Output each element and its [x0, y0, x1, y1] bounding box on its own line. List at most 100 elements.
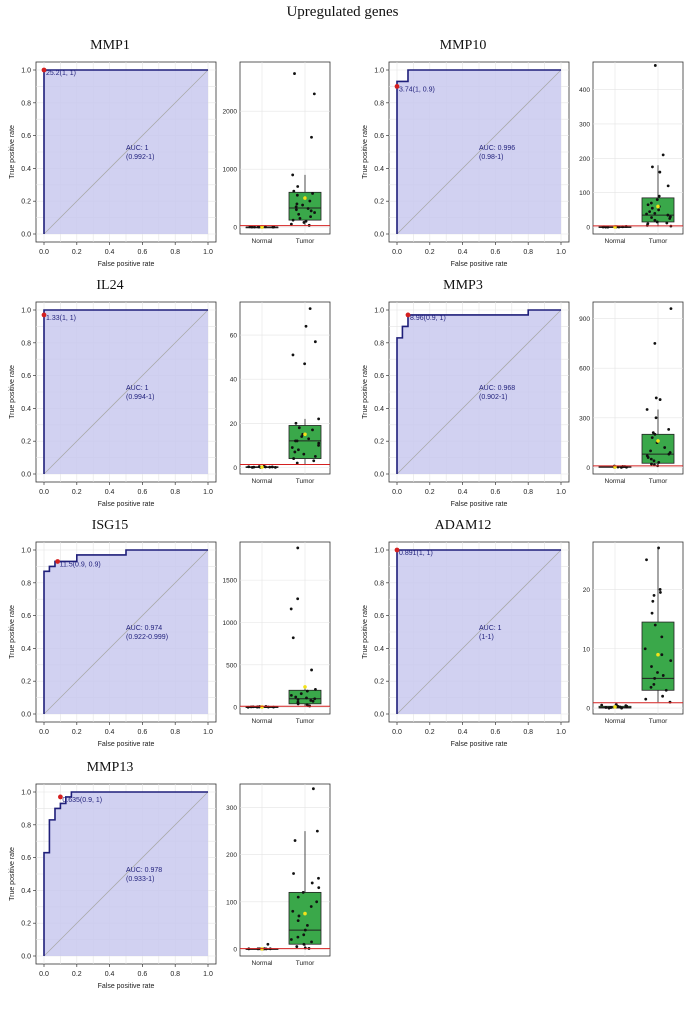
roc-curve [43, 549, 208, 714]
data-point [650, 462, 653, 466]
x-tick-label: 0.4 [105, 249, 115, 256]
data-point [291, 636, 295, 640]
x-axis-label: False positive rate [98, 501, 155, 508]
y-tick-label: 0.8 [21, 580, 31, 587]
y-tick-label: 0.8 [374, 100, 384, 107]
gene-title: ADAM12 [434, 518, 492, 533]
data-point [644, 697, 648, 701]
data-point [294, 439, 297, 443]
x-axis-label: False positive rate [451, 501, 508, 508]
data-point [653, 677, 657, 680]
box-y-tick-label: 300 [226, 805, 237, 812]
box-y-tick-label: 40 [230, 377, 238, 384]
data-point [308, 199, 312, 203]
gene-chart: 0.0 0.0 0.2 0.2 0.4 0.4 0.6 0.6 0.8 0.8 1.0 1.0 Fals… [9, 783, 331, 990]
data-point [296, 185, 300, 188]
data-point [289, 607, 293, 611]
data-point [301, 890, 305, 894]
auc-label: AUC: 0.996 [479, 145, 515, 152]
y-tick-label: 1.0 [374, 308, 384, 315]
data-point [310, 881, 314, 885]
x-tick-label: 0.6 [491, 249, 501, 256]
data-point [315, 829, 319, 833]
x-tick-label: 0.8 [170, 489, 180, 496]
diagonal-reference [43, 69, 209, 235]
data-point [668, 217, 672, 220]
cutoff-label: 0.891(1, 1) [399, 550, 433, 557]
data-point [292, 189, 296, 193]
y-tick-label: 0.2 [21, 439, 31, 446]
y-axis-label: True positive rate [362, 605, 369, 659]
auc-ci-label: (0.98-1) [479, 154, 504, 161]
data-point [303, 362, 307, 366]
data-point [650, 665, 653, 668]
y-axis-label: True positive rate [9, 365, 16, 419]
y-axis-label: True positive rate [9, 605, 16, 659]
box-y-tick-label: 900 [579, 316, 590, 323]
x-tick-label: 0.2 [72, 249, 82, 256]
data-point [666, 213, 670, 217]
data-point [313, 211, 316, 214]
box-y-tick-label: 0 [233, 465, 237, 472]
mean-marker [303, 685, 307, 689]
data-point [297, 914, 301, 918]
box-y-tick-label: 2000 [223, 109, 238, 116]
y-tick-label: 1.0 [21, 308, 31, 315]
data-point [658, 398, 662, 401]
gene-panel: ADAM12 0.0 0.0 0.2 0.2 0.4 0.4 0.6 0.6 0.8 0.8 1.0… [353, 518, 685, 768]
data-point [300, 435, 304, 438]
data-point [293, 72, 296, 75]
data-point [606, 225, 610, 229]
auc-label: AUC: 0.968 [479, 385, 515, 392]
auc-label: AUC: 0.974 [126, 625, 162, 632]
data-point [650, 436, 654, 440]
data-point [310, 668, 313, 672]
auc-ci-label: (0.922-0.999) [126, 634, 168, 641]
x-axis-label: False positive rate [451, 741, 508, 748]
data-point [646, 456, 650, 459]
data-point [661, 674, 665, 677]
mean-marker [656, 204, 660, 209]
data-point [661, 153, 665, 157]
x-tick-label: 0.8 [523, 249, 533, 256]
data-point [663, 446, 667, 449]
data-point [309, 215, 312, 219]
data-point [296, 698, 300, 701]
y-tick-label: 0.4 [21, 166, 31, 173]
x-tick-label: 1.0 [556, 489, 566, 496]
data-point [658, 588, 662, 591]
data-point [292, 457, 296, 460]
data-point [314, 688, 317, 691]
box-category-label: Tumor [296, 478, 315, 485]
cutoff-point [405, 312, 411, 318]
gene-panel: IL24 0.0 0.0 0.2 0.2 0.4 0.4 0.6 0.6 0.8 0.8 1.0 1.… [0, 278, 340, 528]
data-point [293, 450, 297, 454]
box-category-label: Normal [252, 960, 274, 967]
box-y-tick-label: 1000 [223, 620, 238, 627]
data-point [643, 647, 647, 651]
data-point [309, 905, 313, 908]
data-point [304, 219, 308, 223]
data-point [317, 886, 321, 890]
cutoff-label: 0.635(0.9, 1) [62, 797, 102, 804]
data-point [309, 699, 313, 702]
data-point [250, 465, 254, 469]
x-tick-label: 0.6 [491, 489, 501, 496]
data-point [645, 212, 648, 216]
cutoff-label: 11.5(0.9, 0.9) [60, 561, 101, 568]
x-tick-label: 0.4 [105, 489, 115, 496]
data-point [655, 220, 659, 224]
y-tick-label: 0.8 [374, 580, 384, 587]
y-tick-label: 0.6 [21, 855, 31, 862]
data-point [311, 192, 314, 195]
data-point [657, 461, 661, 464]
box-category-label: Tumor [649, 238, 668, 245]
gene-title: MMP10 [439, 38, 487, 53]
diagonal-reference [43, 791, 209, 957]
data-point [311, 699, 315, 703]
x-tick-label: 1.0 [203, 489, 213, 496]
mean-marker [260, 465, 264, 469]
gene-chart: 0.0 0.0 0.2 0.2 0.4 0.4 0.6 0.6 0.8 0.8 1.0 1.0 Fals… [9, 541, 331, 748]
data-point [650, 611, 654, 615]
x-tick-label: 0.6 [138, 249, 148, 256]
